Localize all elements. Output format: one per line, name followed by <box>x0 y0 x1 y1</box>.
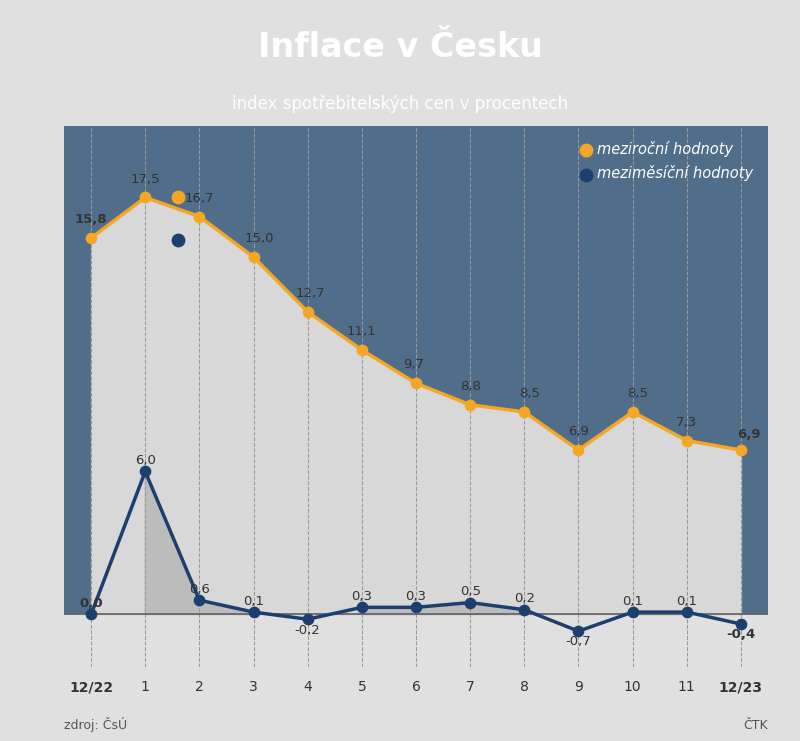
Point <box>302 614 314 625</box>
Point <box>171 235 184 247</box>
Point <box>518 604 530 616</box>
Text: Inflace v Česku: Inflace v Česku <box>258 31 542 64</box>
Point <box>247 251 260 263</box>
Point <box>171 190 184 202</box>
Text: 2: 2 <box>195 680 204 694</box>
Text: 4: 4 <box>303 680 312 694</box>
Text: 0,3: 0,3 <box>406 590 426 603</box>
Point <box>464 399 477 411</box>
Point <box>302 306 314 318</box>
Text: 0,1: 0,1 <box>676 595 698 608</box>
Point <box>680 606 693 618</box>
Text: 0,5: 0,5 <box>460 585 481 598</box>
Text: -0,2: -0,2 <box>295 623 321 637</box>
Text: 16,7: 16,7 <box>185 192 214 205</box>
Point <box>85 232 98 244</box>
Point <box>464 597 477 608</box>
Point <box>410 602 422 614</box>
Point <box>734 618 747 630</box>
Text: 0,2: 0,2 <box>514 592 535 605</box>
Text: 12/22: 12/22 <box>69 680 113 694</box>
Text: 8,8: 8,8 <box>460 380 481 393</box>
Text: 8,5: 8,5 <box>519 387 540 400</box>
Point <box>626 406 639 418</box>
Text: 15,0: 15,0 <box>244 232 274 245</box>
Text: 6,0: 6,0 <box>134 454 156 468</box>
Text: 7: 7 <box>466 680 474 694</box>
Text: -0,4: -0,4 <box>726 628 755 641</box>
Text: 6: 6 <box>411 680 421 694</box>
Point <box>518 406 530 418</box>
Text: 6,9: 6,9 <box>738 428 761 440</box>
Text: zdroj: ČsÚ: zdroj: ČsÚ <box>64 717 127 732</box>
Text: 5: 5 <box>358 680 366 694</box>
Point <box>734 444 747 456</box>
Point <box>572 625 585 637</box>
Point <box>139 191 152 203</box>
Legend: meziroční hodnoty, meziměsíční hodnoty: meziroční hodnoty, meziměsíční hodnoty <box>578 133 761 189</box>
Text: 10: 10 <box>624 680 642 694</box>
Text: 9: 9 <box>574 680 583 694</box>
Text: 3: 3 <box>249 680 258 694</box>
Point <box>193 594 206 606</box>
Text: 12/23: 12/23 <box>719 680 763 694</box>
Text: 15,8: 15,8 <box>74 213 107 226</box>
Text: 11: 11 <box>678 680 696 694</box>
Text: 9,7: 9,7 <box>402 359 424 371</box>
Point <box>85 608 98 620</box>
Text: 6,9: 6,9 <box>568 425 589 438</box>
Point <box>247 606 260 618</box>
Text: 0,3: 0,3 <box>351 590 372 603</box>
Text: 0,1: 0,1 <box>243 595 264 608</box>
Point <box>139 465 152 477</box>
Point <box>680 434 693 446</box>
Text: 8: 8 <box>520 680 529 694</box>
Text: 1: 1 <box>141 680 150 694</box>
Text: 8,5: 8,5 <box>627 387 649 400</box>
Point <box>410 377 422 389</box>
Text: index spotřebitelských cen v procentech: index spotřebitelských cen v procentech <box>232 94 568 113</box>
Text: 0,1: 0,1 <box>622 595 643 608</box>
Text: 0,0: 0,0 <box>79 597 103 610</box>
Text: 12,7: 12,7 <box>295 287 326 300</box>
Text: ČTK: ČTK <box>743 719 768 732</box>
Bar <box>64 126 768 614</box>
Point <box>355 344 368 356</box>
Point <box>193 210 206 222</box>
Text: 7,3: 7,3 <box>676 416 698 428</box>
Text: 17,5: 17,5 <box>130 173 160 185</box>
Point <box>626 606 639 618</box>
Text: 0,6: 0,6 <box>189 583 210 596</box>
Point <box>572 444 585 456</box>
Point <box>355 602 368 614</box>
Text: -0,7: -0,7 <box>566 636 591 648</box>
Text: 11,1: 11,1 <box>347 325 377 338</box>
